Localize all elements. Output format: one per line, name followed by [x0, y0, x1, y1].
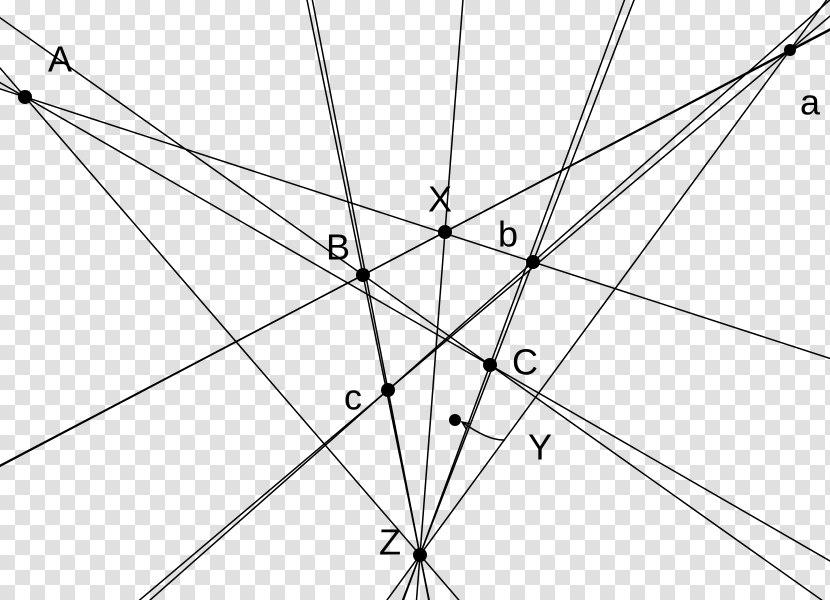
diagram-line — [0, 0, 830, 600]
diagram-line — [0, 0, 830, 600]
point-C — [483, 358, 497, 372]
label-Y: Y — [528, 427, 552, 468]
geometry-diagram: Aa B Xb c C Y Z — [0, 0, 830, 600]
label-a: a — [800, 82, 821, 123]
diagram-line — [0, 0, 830, 600]
label-Z: Z — [379, 522, 401, 563]
point-Z — [413, 548, 427, 562]
diagram-line — [0, 0, 830, 600]
label-X: X — [428, 179, 452, 220]
label-B: B — [326, 227, 350, 268]
diagram-line — [0, 0, 830, 600]
point-A — [18, 90, 32, 104]
label-C: C — [512, 342, 538, 383]
point-B — [356, 268, 370, 282]
labels-group: Aa B Xb c C Y Z — [48, 39, 821, 563]
point-c — [381, 383, 395, 397]
diagram-line — [0, 0, 830, 600]
point-Y — [449, 414, 461, 426]
point-X — [438, 225, 452, 239]
lines-group — [0, 0, 830, 600]
label-A: A — [48, 39, 72, 80]
diagram-line — [0, 0, 830, 600]
point-b — [526, 255, 540, 269]
label-c: c — [344, 377, 362, 418]
point-a — [784, 44, 796, 56]
label-b: b — [498, 214, 518, 255]
diagram-line — [210, 0, 700, 600]
diagram-line — [0, 0, 830, 592]
diagram-line — [0, 0, 830, 600]
